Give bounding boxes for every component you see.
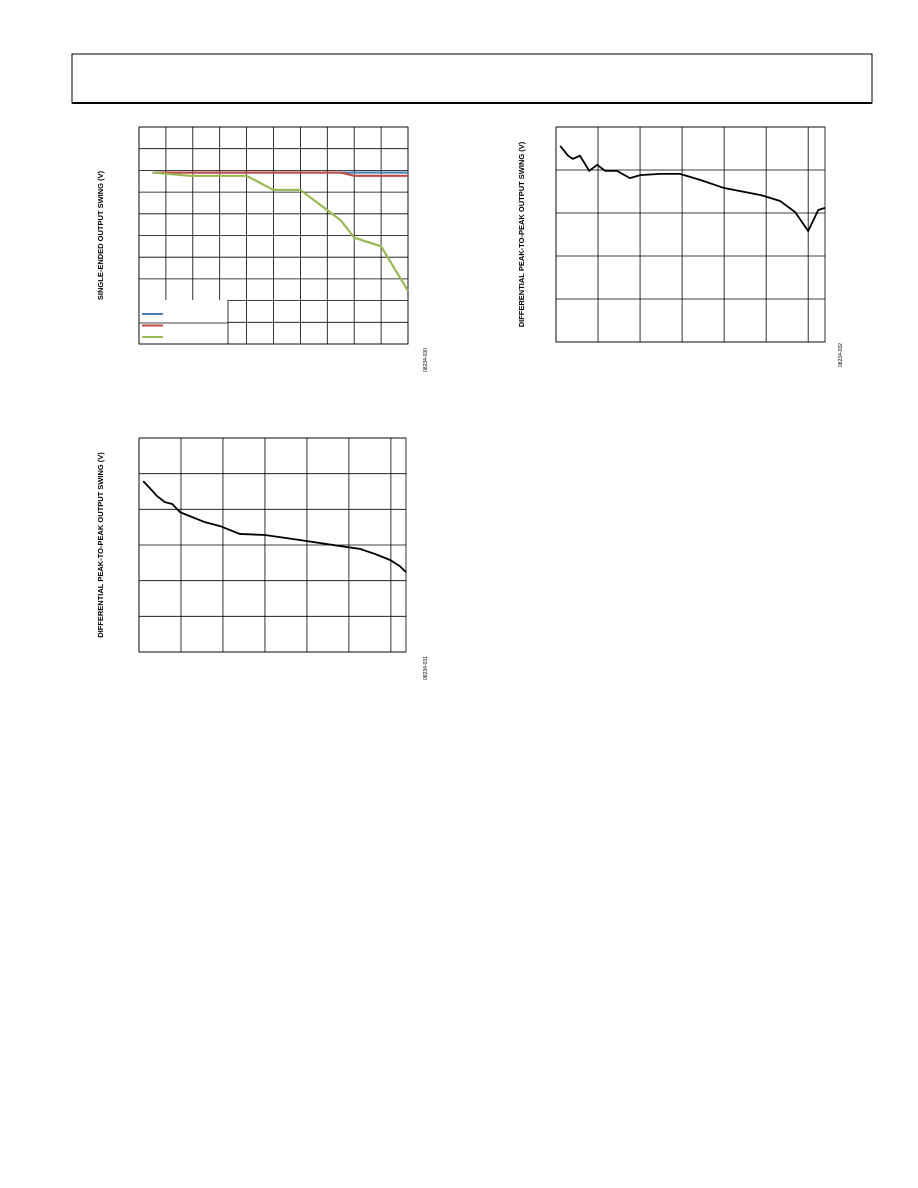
data-line xyxy=(142,480,407,573)
y-axis-title: SINGLE-ENDED OUTPUT SWING (V) xyxy=(96,170,105,300)
data-line xyxy=(152,171,408,177)
y-axis-title: DIFFERENTIAL PEAK-TO-PEAK OUTPUT SWING (… xyxy=(517,141,526,327)
figure-id: 08234-031 xyxy=(423,656,429,680)
data-line xyxy=(152,171,409,292)
plot-frame xyxy=(138,437,407,653)
plot-frame xyxy=(555,126,826,343)
figure-id: 08234-032 xyxy=(838,343,844,367)
data-line xyxy=(559,145,826,233)
y-axis-title: DIFFERENTIAL PEAK-TO-PEAK OUTPUT SWING (… xyxy=(96,452,105,638)
figure-id: 08234-030 xyxy=(423,348,429,372)
plot-frame xyxy=(138,126,409,345)
header-box xyxy=(71,53,873,104)
